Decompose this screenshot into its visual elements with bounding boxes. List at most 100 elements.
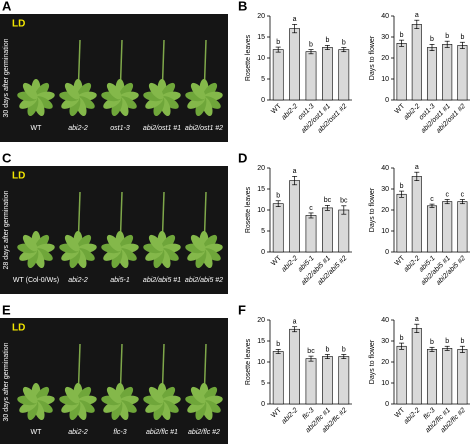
- side-label: 28 days after germination: [3, 190, 10, 269]
- error-bar: [444, 345, 450, 351]
- error-bar: [429, 346, 435, 352]
- leaf: [148, 234, 164, 252]
- bar: [305, 51, 317, 101]
- bar: [457, 45, 468, 101]
- genotype-label: abi2/ost1 #1: [143, 125, 181, 132]
- error-bar: [275, 46, 281, 53]
- leaf: [106, 386, 122, 404]
- bar: [442, 348, 453, 405]
- panel-letter: C: [2, 150, 12, 165]
- error-bar: [341, 205, 347, 215]
- y-tick-label: 40: [381, 165, 389, 172]
- y-tick-label: 10: [257, 359, 265, 366]
- y-tick-label: 20: [257, 165, 265, 172]
- plant: [143, 343, 181, 420]
- leaf: [64, 234, 80, 252]
- panel-letter: F: [238, 302, 246, 317]
- significance-letter: a: [293, 168, 297, 175]
- bar: [396, 345, 407, 405]
- x-tick-label: abi2-2: [281, 407, 300, 426]
- significance-letter: b: [342, 346, 346, 353]
- y-tick-label: 0: [385, 401, 389, 408]
- error-bar: [275, 349, 281, 354]
- genotype-label: abi2-2: [68, 277, 88, 284]
- significance-letter: b: [276, 39, 280, 46]
- photo: [0, 14, 228, 142]
- x-tick-label: abi2-2: [281, 103, 300, 122]
- leaf: [106, 82, 122, 100]
- plant: [185, 39, 223, 116]
- y-tick-label: 40: [381, 317, 389, 324]
- bar: [426, 205, 438, 253]
- y-tick-label: 20: [257, 317, 265, 324]
- error-bar: [414, 323, 420, 333]
- bar: [411, 24, 422, 101]
- plant: [143, 39, 181, 116]
- y-tick-label: 0: [385, 97, 389, 104]
- leaf: [22, 82, 38, 100]
- significance-letter: bc: [324, 197, 332, 204]
- bar: [411, 328, 422, 405]
- error-bar: [341, 354, 347, 359]
- error-bar: [292, 24, 298, 34]
- significance-letter: a: [415, 164, 419, 171]
- genotype-label: abi5-1: [110, 277, 130, 284]
- error-bar: [308, 49, 314, 55]
- bar: [272, 351, 284, 405]
- leaf: [22, 386, 38, 404]
- error-bar: [444, 40, 450, 48]
- leaf: [148, 82, 164, 100]
- y-tick-label: 40: [381, 13, 389, 20]
- y-tick-label: 20: [381, 207, 389, 214]
- bar: [322, 356, 333, 405]
- y-tick-label: 20: [257, 13, 265, 20]
- y-axis-label: Rosette leaves: [245, 186, 252, 233]
- panel-letter: B: [238, 0, 247, 13]
- significance-letter: b: [276, 193, 280, 200]
- y-axis-label: Rosette leaves: [245, 338, 252, 385]
- genotype-label: WT: [31, 125, 43, 132]
- error-bar: [459, 345, 465, 353]
- x-tick-label: WT: [270, 254, 283, 267]
- genotype-label: ost1-3: [110, 125, 130, 132]
- bar: [305, 215, 317, 253]
- bar: [272, 203, 284, 253]
- genotype-label: flc-3: [113, 429, 126, 436]
- plant: [101, 343, 139, 420]
- error-bar: [429, 43, 435, 52]
- error-bar: [292, 176, 298, 186]
- leaf: [190, 82, 206, 100]
- y-axis-label: Rosette leaves: [245, 34, 252, 81]
- bar: [338, 356, 350, 405]
- x-tick-label: abi2-2: [403, 407, 422, 426]
- panel-letter: A: [2, 0, 12, 13]
- significance-letter: b: [400, 32, 404, 39]
- panel-letter: E: [2, 302, 11, 317]
- side-label: 30 days after germination: [3, 342, 10, 421]
- photo: [0, 166, 228, 294]
- plant: [59, 343, 97, 420]
- plant: [101, 191, 139, 268]
- bar: [457, 201, 468, 253]
- y-tick-label: 20: [381, 359, 389, 366]
- genotype-label: abi2/flc #2: [188, 429, 220, 436]
- plant: [17, 79, 55, 116]
- significance-letter: c: [461, 191, 465, 198]
- bar: [322, 47, 333, 101]
- y-tick-label: 15: [257, 186, 265, 193]
- y-tick-label: 5: [261, 228, 265, 235]
- error-bar: [459, 41, 465, 49]
- significance-letter: b: [445, 338, 449, 345]
- error-bar: [444, 199, 450, 205]
- error-bar: [341, 47, 347, 53]
- significance-letter: c: [430, 196, 434, 203]
- error-bar: [324, 354, 330, 359]
- significance-letter: b: [309, 41, 313, 48]
- y-tick-label: 5: [261, 76, 265, 83]
- genotype-label: abi2/abi5 #2: [185, 277, 223, 284]
- y-tick-label: 0: [261, 401, 265, 408]
- error-bar: [429, 203, 435, 208]
- significance-letter: b: [342, 39, 346, 46]
